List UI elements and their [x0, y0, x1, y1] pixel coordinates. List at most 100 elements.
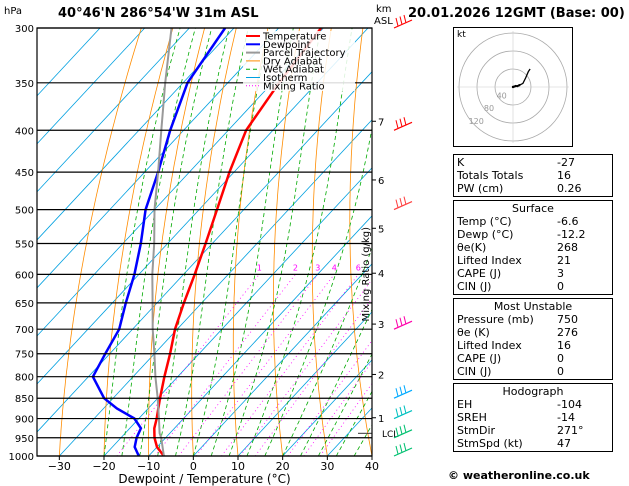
- temp-tick-label: 40: [365, 460, 379, 473]
- wind-barb-flag: [395, 319, 399, 328]
- mixing-ratio-label: 10: [385, 263, 395, 272]
- legend-entry: Temperature: [262, 32, 326, 43]
- isotherm-line: [282, 359, 372, 456]
- wind-barb-flag: [403, 117, 407, 126]
- wind-barb-flag: [403, 405, 407, 414]
- wind-barb-flag: [395, 388, 399, 397]
- most-unstable-row: CIN (J) 0: [457, 365, 564, 378]
- pressure-tick-label: 300: [15, 24, 34, 35]
- wet-adiabat-line: [318, 353, 372, 456]
- wet-adiabat-line: [335, 390, 372, 456]
- mixing-ratio-line: [221, 274, 359, 456]
- wind-barb-flag: [399, 386, 403, 395]
- mixing-ratio-label: 20: [431, 263, 441, 272]
- x-axis-label: Dewpoint / Temperature (°C): [118, 472, 290, 486]
- wind-barb-shaft: [393, 447, 413, 457]
- mixing-ratio-label: 16: [416, 263, 426, 272]
- surface-row: CIN (J) 0: [457, 280, 564, 293]
- mixing-ratio-line: [154, 274, 296, 456]
- wind-barb-flag: [403, 316, 407, 325]
- wet-adiabat-line: [210, 28, 294, 456]
- pressure-tick-label: 900: [15, 415, 34, 426]
- wind-barb-flag: [399, 197, 403, 207]
- temp-tick-label: −10: [137, 460, 160, 473]
- legend-entry: Parcel Trajectory: [263, 48, 346, 59]
- legend-entry: Dewpoint: [263, 40, 311, 51]
- isotherm-line: [37, 28, 279, 289]
- wind-barb-shaft: [393, 389, 413, 399]
- surface-title: Surface: [512, 202, 554, 215]
- surface-row: Lifted Index 21: [457, 254, 571, 267]
- km-tick-label: 4: [378, 269, 384, 280]
- pressure-tick-label: 1000: [9, 452, 34, 463]
- km-tick-label: 3: [378, 320, 384, 331]
- isotherm-line: [148, 215, 372, 456]
- isotherm-line: [37, 28, 190, 193]
- wind-barb-flag: [403, 442, 407, 452]
- pressure-tick-label: 800: [15, 373, 34, 384]
- wet-adiabat-line: [300, 308, 372, 456]
- km-tick-label: 7: [378, 117, 384, 128]
- mixing-ratio-label: 6: [356, 263, 361, 272]
- plot-frame: [36, 27, 373, 457]
- hodograph-ring-label: 40: [497, 91, 507, 100]
- pressure-tick-label: 950: [15, 434, 34, 445]
- most-unstable-row: θe (K) 276: [457, 326, 578, 339]
- hodograph-title: Hodograph: [502, 385, 564, 398]
- wind-barb-shaft: [393, 429, 413, 439]
- pressure-tick-label: 500: [15, 206, 34, 217]
- legend-entry: Isotherm: [263, 73, 307, 84]
- basic-indices-box: K -27 Totals Totals 16 PW (cm) 0.26: [453, 154, 613, 197]
- surface-box: Surface Temp (°C) -6.6 Dewp (°C) -12.2 θe(K)…: [453, 200, 613, 295]
- km-unit-label: km: [376, 4, 392, 15]
- km-tick-label: 2: [378, 370, 384, 381]
- wind-barb-flag: [399, 16, 403, 25]
- legend-background: [243, 31, 355, 91]
- wind-barb-shaft: [393, 409, 413, 420]
- legend-entry: Wet Adiabat: [263, 65, 324, 76]
- isotherm-line: [237, 311, 372, 456]
- most-unstable-title: Most Unstable: [493, 300, 573, 313]
- hodograph-row: EH -104: [457, 398, 582, 411]
- hodograph-ring-label: 120: [469, 117, 484, 126]
- lcl-label: LCL: [382, 430, 398, 440]
- hodograph-row: StmSpd (kt) 47: [457, 437, 571, 450]
- pressure-tick-label: 850: [15, 394, 34, 405]
- mixing-ratio-line: [319, 382, 372, 456]
- wind-barb-flag: [399, 317, 403, 326]
- parcel-trajectory-line: [151, 28, 173, 456]
- pressure-tick-label: 700: [15, 325, 34, 336]
- wind-barb-flag: [395, 408, 399, 417]
- surface-row: Dewp (°C) -12.2: [457, 228, 586, 241]
- copyright-label: © weatheronline.co.uk: [448, 469, 590, 482]
- temp-tick-label: 30: [320, 460, 334, 473]
- km-tick-label: 5: [378, 224, 384, 235]
- mixing-ratio-axis-label: Mixing Ratio (g/kg): [361, 227, 372, 322]
- hodograph-row: SREH -14: [457, 411, 575, 424]
- wind-barb-flag: [399, 118, 403, 127]
- wind-barb-flag: [399, 444, 403, 453]
- hodograph-unit-label: kt: [457, 30, 466, 40]
- temp-tick-label: 0: [190, 460, 197, 473]
- wind-barb-flag: [403, 196, 407, 205]
- wind-barb-flag: [403, 14, 407, 24]
- mixing-ratio-label: 3: [315, 263, 320, 272]
- temp-tick-label: −30: [48, 460, 71, 473]
- hodograph-indices-box: Hodograph EH -104 SREH -14 StmDir 271° StmSpd …: [453, 383, 613, 452]
- legend-entry: Mixing Ratio: [263, 81, 325, 92]
- isotherm-line: [37, 28, 369, 385]
- wind-barb-flag: [395, 427, 399, 436]
- hodograph-point: [514, 84, 517, 88]
- temp-tick-label: −20: [92, 460, 115, 473]
- location-title: 40°46'N 286°54'W 31m ASL: [58, 6, 259, 21]
- pressure-tick-label: 600: [15, 270, 34, 281]
- dewpoint-line: [91, 28, 227, 456]
- dry-adiabat-line: [616, 28, 629, 456]
- pressure-unit-label: hPa: [4, 6, 23, 17]
- wind-barb-flag: [395, 199, 399, 208]
- isotherm-line: [59, 119, 372, 456]
- pressure-tick-label: 750: [15, 350, 34, 361]
